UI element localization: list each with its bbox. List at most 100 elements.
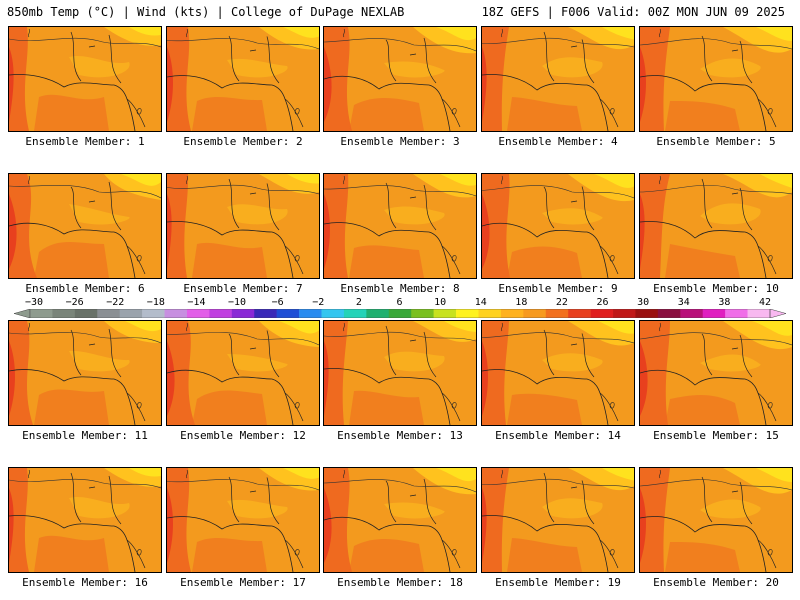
ensemble-member-label: Ensemble Member: 18 bbox=[337, 576, 463, 589]
ensemble-map-panel bbox=[8, 173, 162, 279]
ensemble-map-panel bbox=[323, 26, 477, 132]
colorbar-swatch bbox=[164, 309, 188, 318]
temperature-map bbox=[324, 321, 476, 425]
temperature-map bbox=[640, 174, 792, 278]
ensemble-map-panel bbox=[166, 320, 320, 426]
colorbar-arrow-left bbox=[14, 309, 31, 318]
ensemble-member-label: Ensemble Member: 13 bbox=[337, 429, 463, 442]
ensemble-map-panel bbox=[481, 320, 635, 426]
ensemble-map-panel bbox=[323, 173, 477, 279]
temperature-map bbox=[9, 468, 161, 572]
colorbar-tick-label: 26 bbox=[596, 297, 609, 308]
ensemble-member-label: Ensemble Member: 19 bbox=[495, 576, 621, 589]
colorbar-tick-labels: −30 −26 −22 −18 −14 −10 −6 −2 2 6 10 14 18 22 26 30 34 38… bbox=[0, 297, 800, 309]
colorbar-swatch bbox=[478, 309, 502, 318]
temperature-map bbox=[167, 27, 319, 131]
colorbar-arrow-right bbox=[769, 309, 786, 318]
colorbar-swatch bbox=[725, 309, 748, 318]
temperature-map bbox=[324, 468, 476, 572]
colorbar-swatch bbox=[657, 309, 681, 318]
colorbar-swatch bbox=[635, 309, 659, 318]
colorbar-swatch bbox=[186, 309, 210, 318]
temperature-map bbox=[167, 321, 319, 425]
ensemble-member-label: Ensemble Member: 14 bbox=[495, 429, 621, 442]
colorbar-swatch bbox=[299, 309, 322, 318]
colorbar-tick-label: −6 bbox=[271, 297, 284, 308]
ensemble-map-panel bbox=[8, 467, 162, 573]
colorbar-tick-label: 22 bbox=[555, 297, 568, 308]
temperature-map bbox=[482, 27, 634, 131]
colorbar-swatch bbox=[366, 309, 390, 318]
ensemble-member-label: Ensemble Member: 16 bbox=[22, 576, 148, 589]
ensemble-map-panel bbox=[639, 26, 793, 132]
colorbar-swatch bbox=[52, 309, 76, 318]
colorbar-tick-label: 30 bbox=[637, 297, 650, 308]
colorbar-tick-label: 42 bbox=[758, 297, 772, 308]
temperature-map bbox=[9, 321, 161, 425]
colorbar-swatch bbox=[702, 309, 726, 318]
temperature-colorbar bbox=[14, 309, 786, 318]
ensemble-member-label: Ensemble Member: 6 bbox=[25, 282, 145, 295]
ensemble-member-label: Ensemble Member: 5 bbox=[656, 135, 776, 148]
colorbar-tick-label: −22 bbox=[106, 297, 125, 308]
ensemble-member-label: Ensemble Member: 20 bbox=[653, 576, 779, 589]
colorbar-swatch bbox=[456, 309, 479, 318]
temperature-map bbox=[482, 468, 634, 572]
colorbar-swatch bbox=[411, 309, 434, 318]
colorbar-tick-label: −14 bbox=[187, 297, 206, 308]
colorbar-swatch bbox=[568, 309, 591, 318]
ensemble-member-label: Ensemble Member: 2 bbox=[183, 135, 303, 148]
colorbar-tick-label: 34 bbox=[677, 297, 690, 308]
temperature-map bbox=[324, 174, 476, 278]
ensemble-map-panel bbox=[639, 320, 793, 426]
ensemble-member-label: Ensemble Member: 10 bbox=[653, 282, 779, 295]
colorbar-tick-label: −18 bbox=[146, 297, 165, 308]
colorbar-swatch bbox=[97, 309, 120, 318]
colorbar-tick-label: 10 bbox=[434, 297, 447, 308]
temperature-map bbox=[324, 27, 476, 131]
ensemble-map-panel bbox=[639, 467, 793, 573]
colorbar-swatch bbox=[231, 309, 255, 318]
colorbar-swatch bbox=[142, 309, 165, 318]
colorbar-tick-label: −2 bbox=[312, 297, 325, 308]
colorbar-swatch bbox=[276, 309, 300, 318]
colorbar-swatch bbox=[747, 309, 771, 318]
ensemble-member-label: Ensemble Member: 11 bbox=[22, 429, 148, 442]
ensemble-map-panel bbox=[8, 320, 162, 426]
temperature-map bbox=[167, 468, 319, 572]
colorbar-swatch bbox=[30, 309, 53, 318]
ensemble-map-panel bbox=[166, 467, 320, 573]
colorbar-swatch bbox=[254, 309, 277, 318]
ensemble-map-panel bbox=[323, 467, 477, 573]
temperature-map bbox=[482, 174, 634, 278]
ensemble-map-panel bbox=[8, 26, 162, 132]
colorbar-swatch bbox=[523, 309, 547, 318]
temperature-map bbox=[482, 321, 634, 425]
colorbar-swatch bbox=[388, 309, 412, 318]
chart-title: 850mb Temp (°C) | Wind (kts) | College o… bbox=[7, 5, 405, 19]
ensemble-member-label: Ensemble Member: 15 bbox=[653, 429, 779, 442]
ensemble-member-label: Ensemble Member: 4 bbox=[498, 135, 618, 148]
colorbar-tick-label: −10 bbox=[228, 297, 247, 308]
colorbar-swatch bbox=[545, 309, 569, 318]
temperature-map bbox=[167, 174, 319, 278]
colorbar-tick-label: 6 bbox=[396, 297, 403, 308]
colorbar-swatch bbox=[433, 309, 457, 318]
ensemble-map-panel bbox=[481, 26, 635, 132]
colorbar-tick-label: 18 bbox=[515, 297, 528, 308]
colorbar-swatch bbox=[74, 309, 98, 318]
ensemble-member-label: Ensemble Member: 1 bbox=[25, 135, 145, 148]
colorbar-swatch bbox=[613, 309, 636, 318]
colorbar-tick-label: 14 bbox=[474, 297, 487, 308]
ensemble-member-label: Ensemble Member: 17 bbox=[180, 576, 306, 589]
colorbar-swatch bbox=[119, 309, 143, 318]
ensemble-member-label: Ensemble Member: 8 bbox=[340, 282, 460, 295]
colorbar-tick-label: −26 bbox=[65, 297, 84, 308]
ensemble-map-panel bbox=[166, 173, 320, 279]
ensemble-member-label: Ensemble Member: 9 bbox=[498, 282, 618, 295]
temperature-map bbox=[640, 27, 792, 131]
ensemble-map-panel bbox=[481, 173, 635, 279]
temperature-map bbox=[640, 468, 792, 572]
colorbar-tick-label: 38 bbox=[718, 297, 731, 308]
